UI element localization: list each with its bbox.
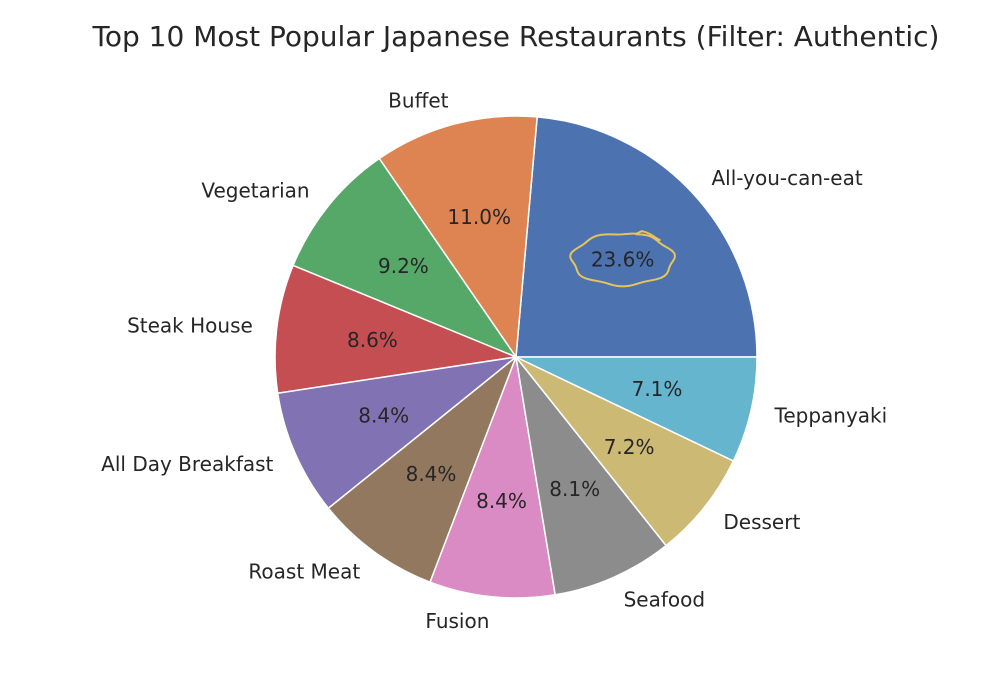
pie-slice-teppanyaki [515, 356, 758, 462]
pie-slice-all-you-can-eat [515, 116, 758, 358]
slice-labels: All-you-can-eat Buffet Vegetarian Steak Hou… [101, 89, 887, 633]
pie-slice-roast-meat [327, 356, 517, 583]
slice-label-teppanyaki: Teppanyaki [774, 404, 888, 428]
slice-label-fusion: Fusion [425, 609, 489, 633]
pie-slice-steak-house [274, 264, 517, 394]
highlight-ellipse [569, 230, 677, 288]
percent-label-all-you-can-eat: 23.6% [591, 247, 655, 271]
slice-label-dessert: Dessert [723, 510, 800, 534]
percent-label-vegetarian: 9.2% [378, 254, 429, 278]
slice-label-buffet: Buffet [388, 89, 448, 113]
percent-label-seafood: 8.1% [549, 477, 600, 501]
percent-label-fusion: 8.4% [476, 489, 527, 513]
chart-title: Top 10 Most Popular Japanese Restaurants… [92, 20, 940, 53]
pie-slice-vegetarian [292, 157, 517, 358]
percent-label-all-day-breakfast: 8.4% [358, 403, 409, 427]
pie-slice-all-day-breakfast [276, 356, 517, 510]
slice-label-roast-meat: Roast Meat [248, 560, 360, 584]
slice-label-all-day-breakfast: All Day Breakfast [101, 452, 273, 476]
percent-label-buffet: 11.0% [447, 205, 511, 229]
pie-slices [274, 115, 758, 599]
pie-slice-dessert [515, 356, 735, 547]
slice-label-all-you-can-eat: All-you-can-eat [712, 166, 863, 190]
percent-label-steak-house: 8.6% [347, 328, 398, 352]
percent-label-dessert: 7.2% [604, 435, 655, 459]
percent-label-roast-meat: 8.4% [406, 462, 457, 486]
percent-labels: 23.6% 11.0% 9.2% 8.6% 8.4% 8.4% 8.4% 8.1%7.2% 7.… [347, 205, 682, 513]
pie-slice-fusion [429, 356, 556, 599]
pie-slice-seafood [515, 356, 667, 596]
pie-slice-buffet [378, 115, 538, 358]
highlight-annotation [569, 230, 677, 288]
slice-label-steak-house: Steak House [127, 313, 253, 337]
percent-label-teppanyaki: 7.1% [632, 377, 683, 401]
slice-label-vegetarian: Vegetarian [201, 179, 309, 203]
slice-label-seafood: Seafood [624, 587, 705, 611]
